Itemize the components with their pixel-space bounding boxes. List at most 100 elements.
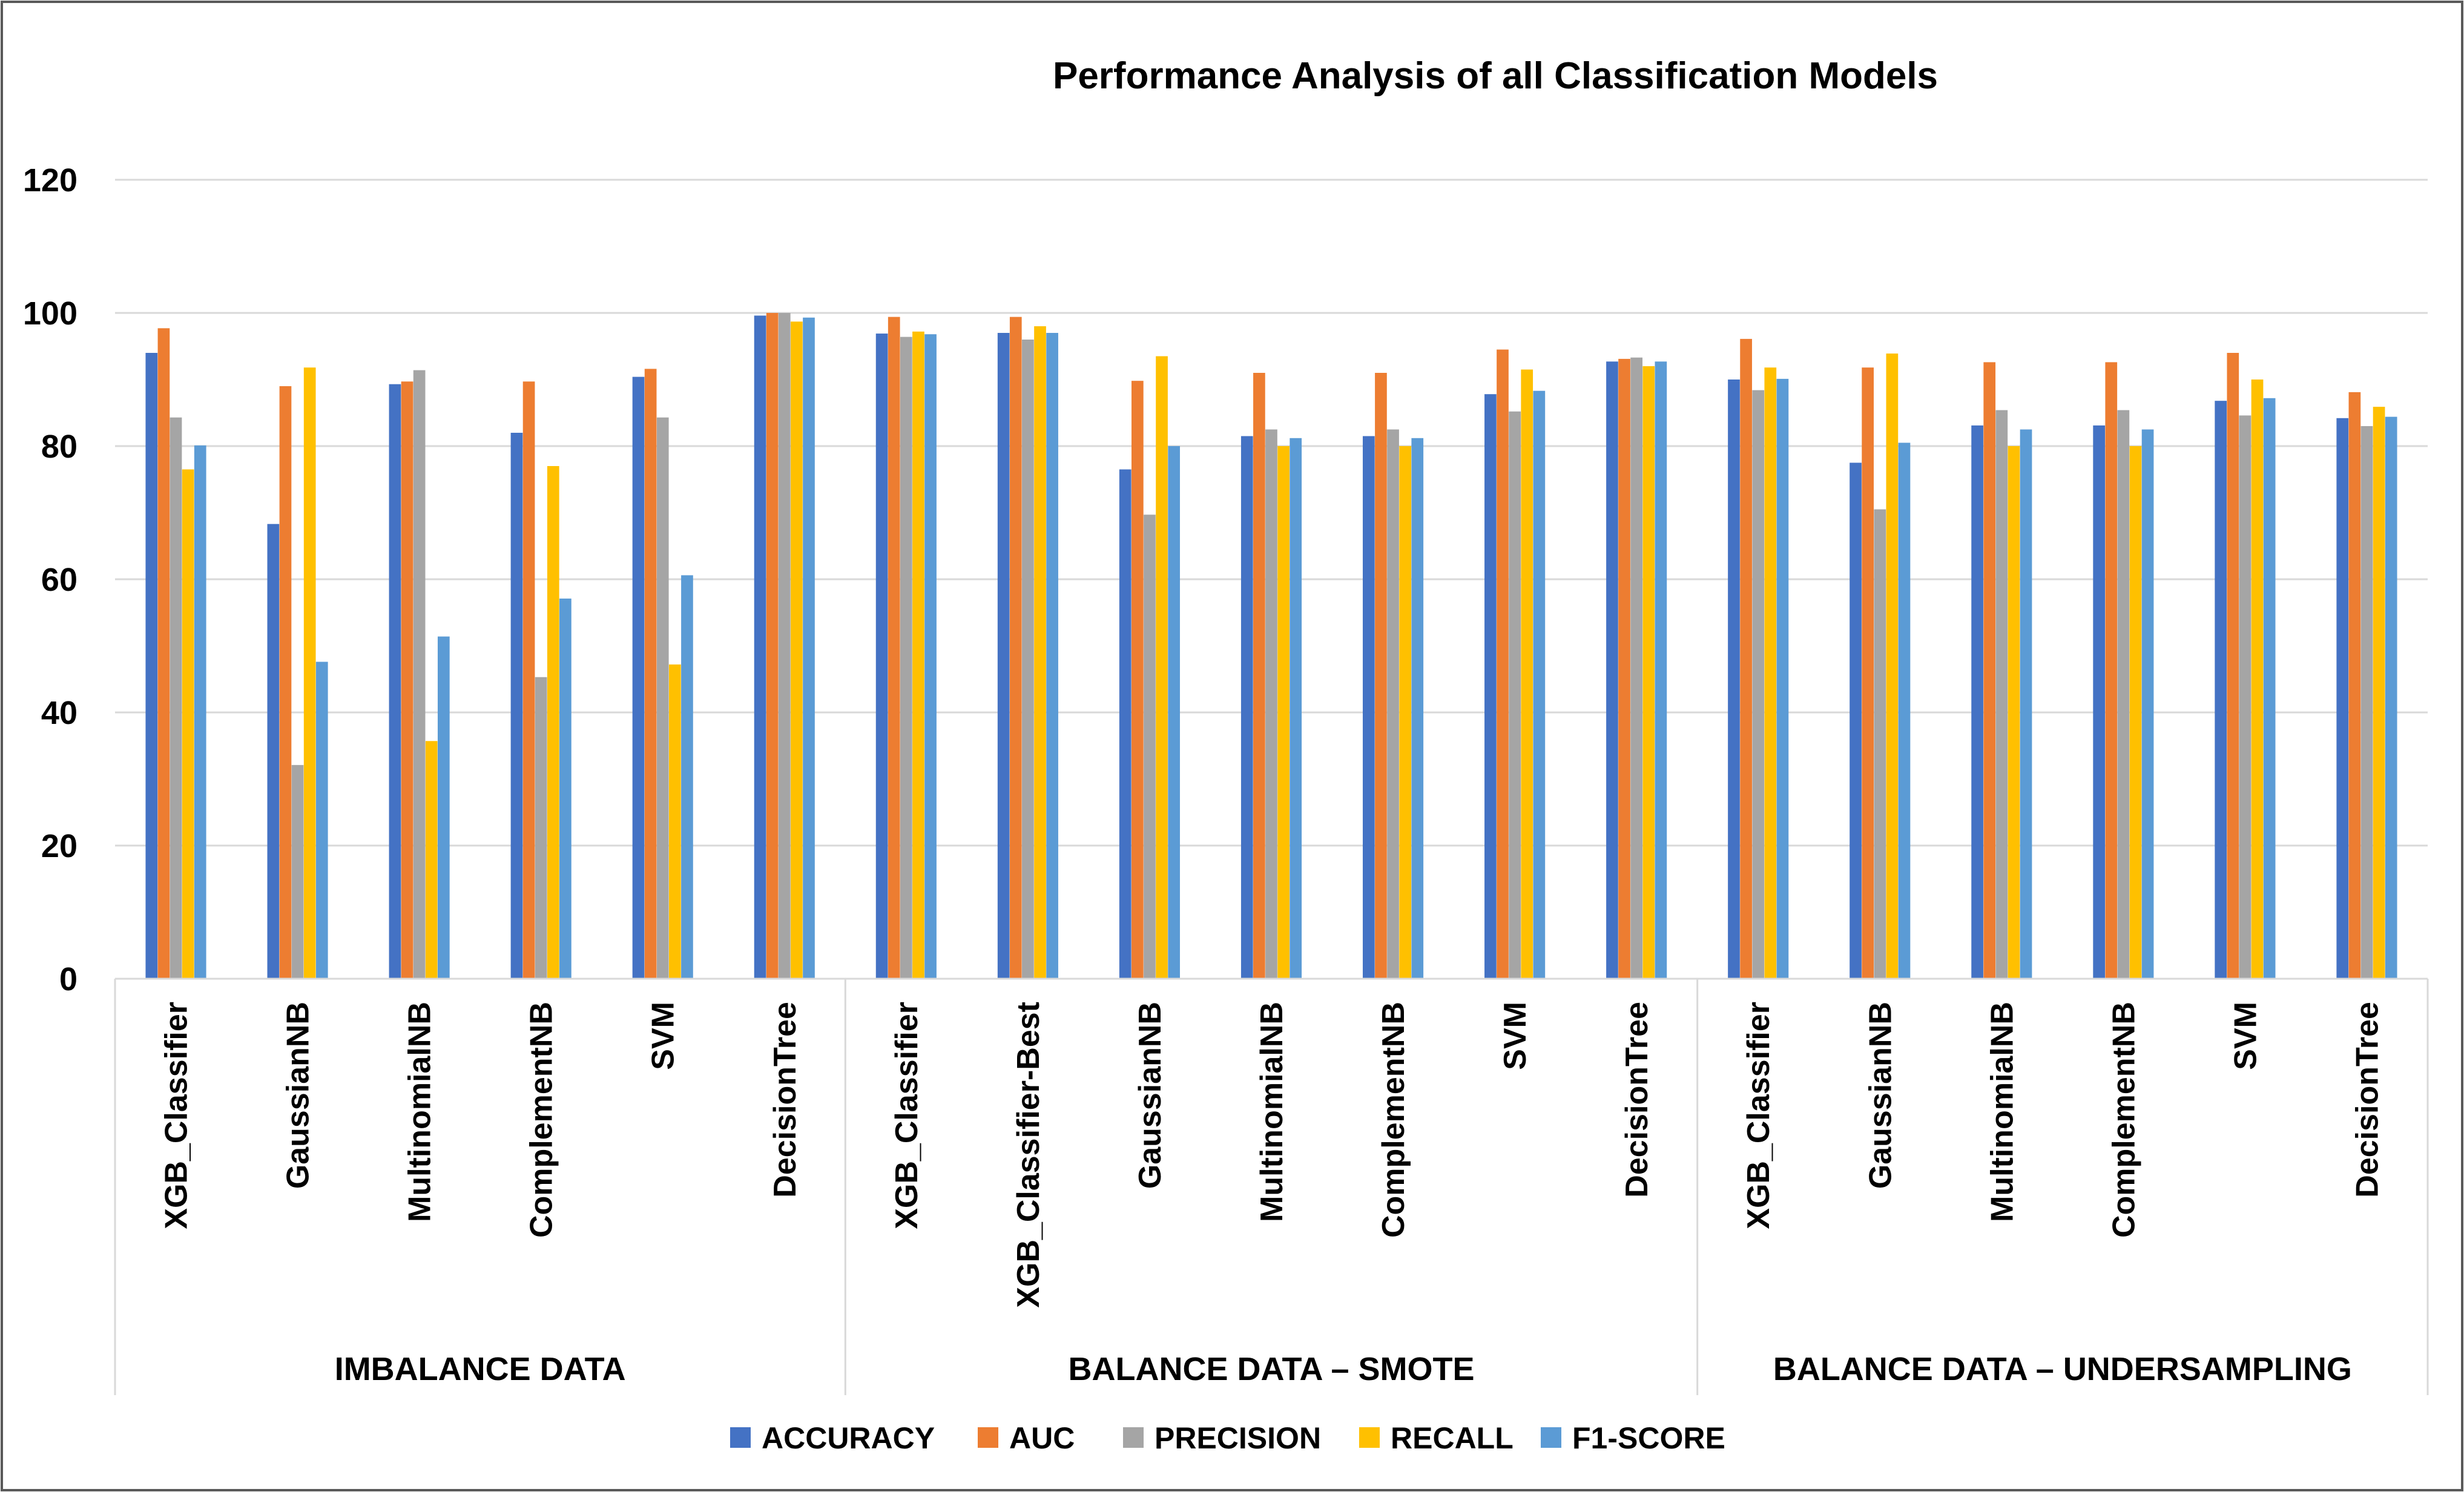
bar-auc	[1618, 358, 1630, 979]
x-tick-label: DecisionTree	[2350, 1002, 2385, 1198]
bar-auc	[279, 386, 292, 979]
bar-f1-score	[1046, 333, 1058, 979]
bar-auc	[888, 317, 900, 979]
bar-precision	[413, 370, 426, 979]
x-tick-label: GaussianNB	[1133, 1002, 1168, 1189]
y-tick-label: 100	[23, 295, 77, 332]
group-label: IMBALANCE DATA	[335, 1351, 626, 1387]
legend-label: F1-SCORE	[1572, 1421, 1725, 1455]
bar-auc	[522, 381, 535, 979]
legend-swatch	[1541, 1427, 1561, 1448]
gridlines	[115, 179, 2428, 847]
legend-swatch	[1123, 1427, 1144, 1448]
x-tick-label: GaussianNB	[281, 1002, 316, 1189]
bar-precision	[1995, 410, 2008, 979]
legend-swatch	[1359, 1427, 1380, 1448]
bar-auc	[1740, 338, 1752, 979]
bar-accuracy	[1850, 462, 1862, 979]
bar-accuracy	[875, 334, 888, 979]
bar-recall	[1277, 446, 1290, 979]
bar-auc	[157, 328, 170, 979]
bar-f1-score	[2385, 416, 2397, 979]
bar-auc	[1131, 381, 1144, 979]
x-tick-label: MultinomialNB	[403, 1002, 438, 1222]
bar-accuracy	[2093, 425, 2106, 979]
bar-auc	[1862, 367, 1874, 979]
bar-accuracy	[632, 376, 645, 979]
bar-precision	[1509, 411, 1521, 979]
bar-accuracy	[1606, 361, 1618, 979]
bar-recall	[668, 664, 681, 979]
bar-accuracy	[997, 333, 1010, 979]
bar-accuracy	[1240, 436, 1253, 979]
bar-auc	[766, 313, 779, 979]
bar-accuracy	[2215, 401, 2227, 979]
legend: ACCURACY AUC PRECISION RECALL F1-SCORE	[730, 1421, 1725, 1455]
x-tick-label: XGB_Classifier-Best	[1011, 1002, 1046, 1308]
bar-recall	[2008, 446, 2020, 979]
bar-auc	[644, 369, 657, 979]
bar-auc	[1253, 373, 1265, 979]
bar-f1-score	[315, 662, 328, 979]
x-tick-label: DecisionTree	[1619, 1002, 1655, 1198]
bar-precision	[656, 417, 669, 979]
bar-f1-score	[1290, 438, 1302, 979]
bar-auc	[1009, 317, 1022, 979]
bar-f1-score	[559, 598, 572, 979]
bar-accuracy	[1362, 436, 1375, 979]
bar-precision	[291, 764, 304, 979]
bar-f1-score	[2263, 398, 2276, 979]
y-axis-ticks: 0 20 40 60 80 100 120	[23, 162, 77, 997]
x-tick-label: SVM	[2228, 1002, 2263, 1070]
bar-auc	[2105, 362, 2118, 979]
bar-precision	[1874, 509, 1886, 979]
x-tick-label: SVM	[1498, 1002, 1533, 1070]
x-tick-label: XGB_Classifier	[1741, 1002, 1776, 1229]
bar-precision	[1022, 340, 1034, 979]
legend-swatch	[730, 1427, 751, 1448]
bar-precision	[1265, 429, 1277, 979]
bar-f1-score	[1168, 446, 1181, 979]
y-tick-label: 60	[41, 562, 77, 598]
bar-recall	[2373, 407, 2385, 979]
bar-recall	[182, 469, 194, 979]
bar-f1-score	[681, 575, 693, 979]
x-tick-label: ComplementNB	[1376, 1002, 1411, 1238]
bar-accuracy	[267, 524, 280, 979]
bar-f1-score	[1533, 390, 1546, 979]
bar-f1-score	[1776, 378, 1789, 979]
bar-f1-score	[437, 636, 450, 979]
bar-f1-score	[803, 317, 815, 979]
x-tick-label: XGB_Classifier	[889, 1002, 924, 1229]
bar-accuracy	[389, 384, 401, 979]
legend-label: AUC	[1009, 1421, 1075, 1455]
bar-recall	[1886, 353, 1899, 979]
legend-label: PRECISION	[1155, 1421, 1321, 1455]
bar-auc	[2227, 353, 2239, 979]
bar-auc	[1983, 362, 1996, 979]
legend-swatch	[978, 1427, 998, 1448]
x-tick-label: MultinomialNB	[1985, 1002, 2020, 1222]
legend-label: ACCURACY	[762, 1421, 935, 1455]
bar-recall	[2251, 380, 2264, 979]
bar-precision	[2117, 410, 2130, 979]
bar-f1-score	[2020, 429, 2032, 979]
bar-precision	[778, 313, 791, 979]
bar-f1-score	[924, 334, 937, 979]
y-tick-label: 40	[41, 695, 77, 731]
bar-recall	[1399, 446, 1412, 979]
bar-recall	[1521, 369, 1533, 979]
bars	[145, 313, 2397, 979]
x-tick-label: SVM	[646, 1002, 681, 1070]
y-tick-label: 120	[23, 162, 77, 199]
x-tick-label: GaussianNB	[1863, 1002, 1898, 1189]
bar-accuracy	[754, 315, 766, 979]
legend-label: RECALL	[1391, 1421, 1514, 1455]
x-tick-label: XGB_Classifier	[159, 1002, 194, 1229]
x-tick-label: MultinomialNB	[1254, 1002, 1290, 1222]
x-axis-group-labels: IMBALANCE DATA BALANCE DATA – SMOTE BALANC…	[335, 1351, 2352, 1387]
bar-precision	[2360, 426, 2373, 979]
bar-f1-score	[1411, 438, 1424, 979]
x-tick-label: ComplementNB	[2106, 1002, 2141, 1238]
